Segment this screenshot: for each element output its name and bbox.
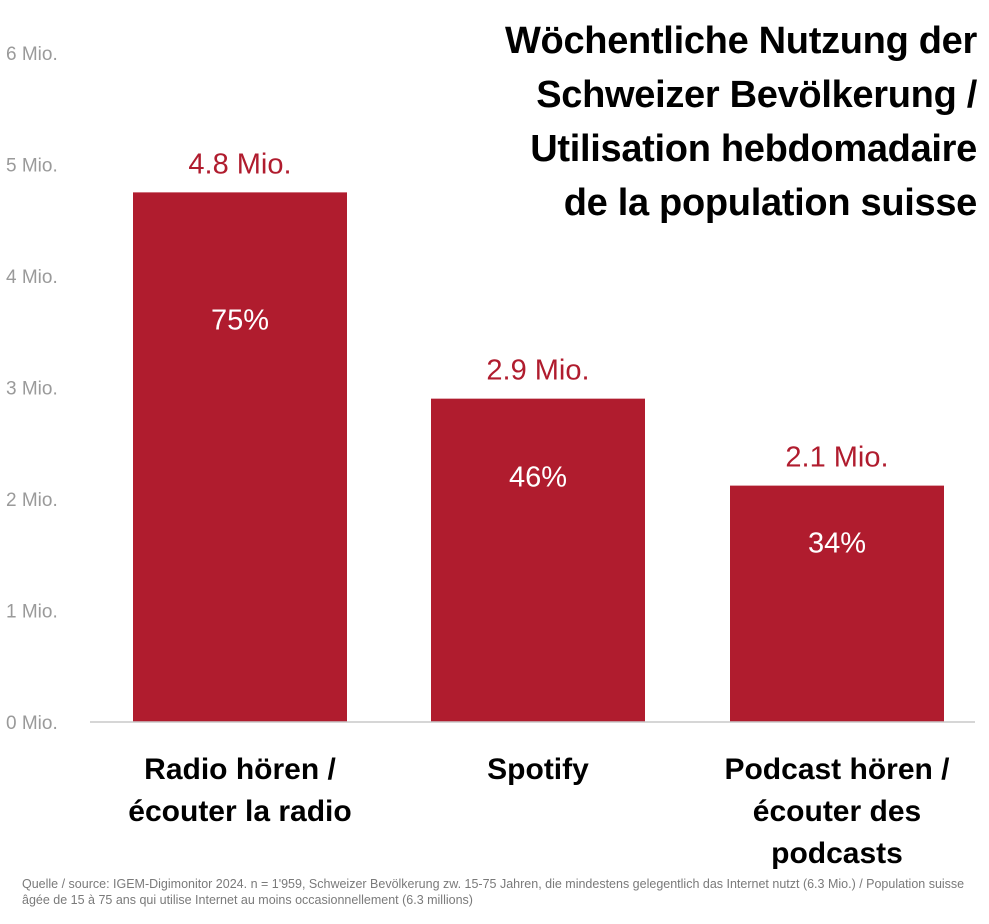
y-tick-label: 2 Mio.: [6, 490, 58, 511]
bar-percent-label: 75%: [211, 304, 269, 336]
x-tick-label: Podcast hören /: [724, 753, 950, 786]
y-tick-label: 0 Mio.: [6, 713, 58, 734]
x-tick-label: écouter des: [753, 795, 921, 828]
source-footnote: Quelle / source: IGEM-Digimonitor 2024. …: [22, 877, 965, 907]
bar: [431, 398, 645, 722]
bar-value-label: 2.1 Mio.: [785, 442, 888, 474]
x-tick-label: Radio hören /: [144, 753, 336, 786]
y-tick-label: 6 Mio.: [6, 44, 58, 65]
bar-percent-label: 34%: [808, 527, 866, 559]
chart-title-line-3: Utilisation hebdomadaire: [530, 128, 977, 170]
chart-title: Wöchentliche Nutzung der Schweizer Bevöl…: [417, 14, 977, 230]
x-tick-label: podcasts: [771, 837, 903, 870]
y-tick-label: 3 Mio.: [6, 379, 58, 400]
bar: [133, 192, 347, 722]
y-tick-label: 4 Mio.: [6, 267, 58, 288]
x-tick-label: Spotify: [487, 753, 589, 786]
chart-title-line-2: Schweizer Bevölkerung /: [536, 74, 977, 116]
bar: [730, 485, 944, 722]
x-axis-category-labels: Radio hören / écouter la radio Spotify Podc…: [128, 753, 950, 870]
y-axis-ticks: 0 Mio. 1 Mio. 2 Mio. 3 Mio. 4 Mio. 5 Mio. 6 Mi…: [6, 44, 58, 734]
bars: 4.8 Mio. 75% 2.9 Mio. 46% 2.1 Mio. 34%: [133, 148, 944, 722]
bar-percent-label: 46%: [509, 461, 567, 493]
chart-title-line-1: Wöchentliche Nutzung der: [504, 20, 977, 62]
y-tick-label: 1 Mio.: [6, 602, 58, 623]
y-tick-label: 5 Mio.: [6, 156, 58, 177]
bar-value-label: 4.8 Mio.: [188, 148, 291, 180]
x-tick-label: écouter la radio: [128, 795, 351, 828]
chart-title-line-4: de la population suisse: [563, 182, 978, 224]
bar-value-label: 2.9 Mio.: [486, 355, 589, 387]
